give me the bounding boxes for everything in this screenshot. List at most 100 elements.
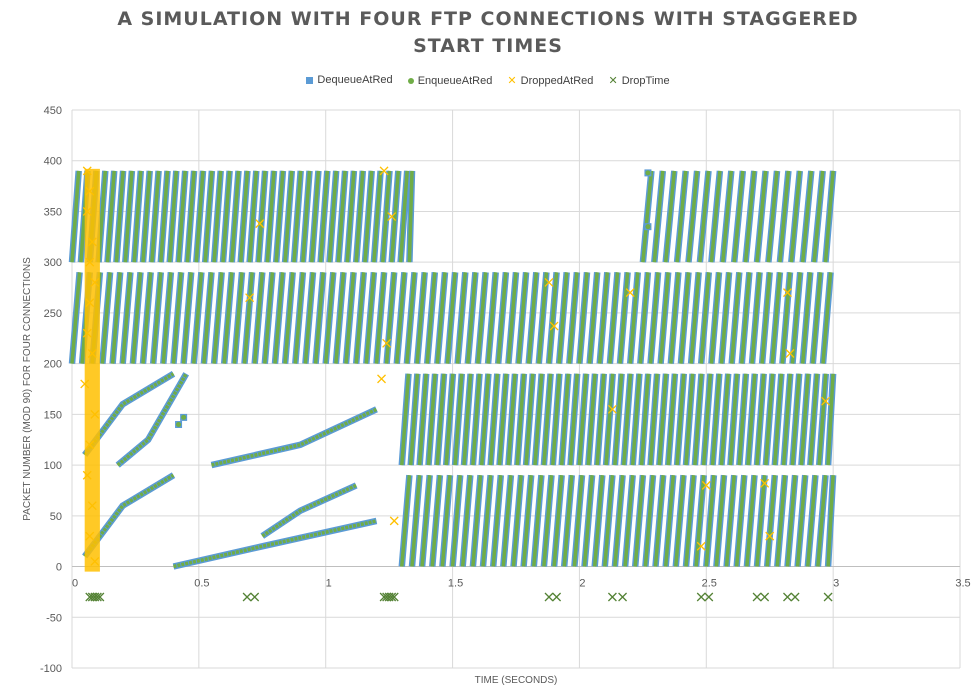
x-tick-label: 2 [579,578,585,590]
x-axis-title: TIME (SECONDS) [475,675,558,686]
dropped-marker [82,470,92,480]
enqueue-marker [645,224,651,230]
dropped-marker [85,186,95,196]
staircase-band [398,474,837,567]
dropped-marker [90,278,100,287]
dropped-marker [765,531,775,541]
dropped-dense-region [84,168,100,572]
droptime-marker [783,592,792,602]
enqueue-marker [645,170,651,176]
droptime-marker [92,592,102,602]
enqueue-trace [400,475,835,567]
droptime-marker [790,592,800,602]
dropped-marker [87,349,97,358]
enqueue-trace [211,407,378,467]
droptime-marker [704,592,714,602]
y-tick-label: 50 [50,511,62,523]
dropped-marker [607,404,617,414]
staircase-band [639,170,837,263]
legend-item-enqueue: EnqueueAtRed [407,74,493,87]
dropped-marker [82,166,92,176]
dropped-marker [549,321,559,331]
enqueue-trace [641,170,835,263]
circle-marker-icon [407,77,414,84]
y-tick-label: 250 [44,308,62,320]
y-tick-label: 0 [56,562,62,574]
data-markers [68,166,837,602]
dropped-marker [696,541,706,551]
enqueue-trace [116,372,188,467]
x-marker-icon: ✕ [608,74,618,87]
droptime-marker [760,592,770,602]
droptime-marker [752,592,762,602]
dropped-marker [785,349,795,358]
dropped-marker [85,531,95,541]
enqueue-marker [181,414,187,420]
legend-label-droptime: DropTime [621,75,670,87]
droptime-marker [250,592,260,602]
y-axis-title: PACKET NUMBER (MOD 90) FOR FOUR CONNECTI… [22,257,33,521]
droptime-marker [242,592,252,602]
enqueue-trace [261,483,357,538]
square-marker-icon [306,76,314,84]
slope-sequence [172,517,378,570]
y-tick-label: 300 [44,257,62,269]
y-tick-label: -100 [40,663,62,675]
droptime-marker [552,592,562,602]
y-tick-label: 200 [44,359,62,371]
slope-sequence [210,406,378,469]
dropped-marker [783,288,792,298]
x-marker-icon: ✕ [507,74,517,87]
droptime-marker [387,592,397,602]
staircase-band [68,170,416,263]
droptime-marker [607,592,617,602]
chart-title-line-1: A SIMULATION WITH FOUR FTP CONNECTIONS W… [117,8,859,30]
y-tick-label: 350 [44,206,62,218]
droptime-marker [823,592,833,602]
legend-item-dequeue: DequeueAtRed [306,74,393,86]
dropped-marker [389,516,399,526]
dequeue-trace [210,406,378,469]
dropped-marker [85,257,95,267]
dropped-marker [544,278,554,287]
dropped-marker [377,374,386,384]
legend-label-dequeue: DequeueAtRed [317,74,393,86]
y-tick-label: -50 [46,612,62,624]
x-tick-label: 3.5 [955,578,970,590]
droptime-marker [95,592,105,602]
droptime-marker [696,592,706,602]
dropped-marker [85,440,95,450]
dropped-marker [382,338,392,348]
slope-sequence [115,372,190,468]
y-tick-label: 450 [44,105,62,117]
legend-item-droptime: ✕ DropTime [608,75,669,87]
dropped-marker [82,328,92,338]
dropped-marker [625,288,635,298]
x-tick-label: 0.5 [194,578,209,590]
dropped-marker [379,166,389,176]
staircase-band [68,272,834,364]
staircase-band [398,373,837,466]
chart-title-line-2: START TIMES [413,35,563,57]
enqueue-trace [173,519,377,569]
dropped-marker [387,212,397,221]
dropped-marker [85,298,95,308]
legend-item-dropped: ✕ DroppedAtRed [507,75,593,87]
legend-label-enqueue: EnqueueAtRed [417,74,493,87]
legend-label-dropped: DroppedAtRed [520,75,594,87]
droptime-marker [544,592,554,602]
dropped-marker [760,478,770,488]
dropped-marker [245,293,255,303]
x-tick-label: 0 [72,578,78,590]
y-tick-label: 400 [44,156,62,168]
legend: DequeueAtRed EnqueueAtRed ✕ DroppedAtRed… [0,74,976,87]
dropped-marker [821,396,830,406]
enqueue-marker [176,422,182,428]
x-tick-label: 2.5 [702,578,717,590]
dropped-marker [82,206,92,216]
y-tick-label: 100 [44,460,62,472]
enqueue-trace [70,170,414,263]
enqueue-trace [400,373,835,466]
dropped-marker [90,557,100,566]
